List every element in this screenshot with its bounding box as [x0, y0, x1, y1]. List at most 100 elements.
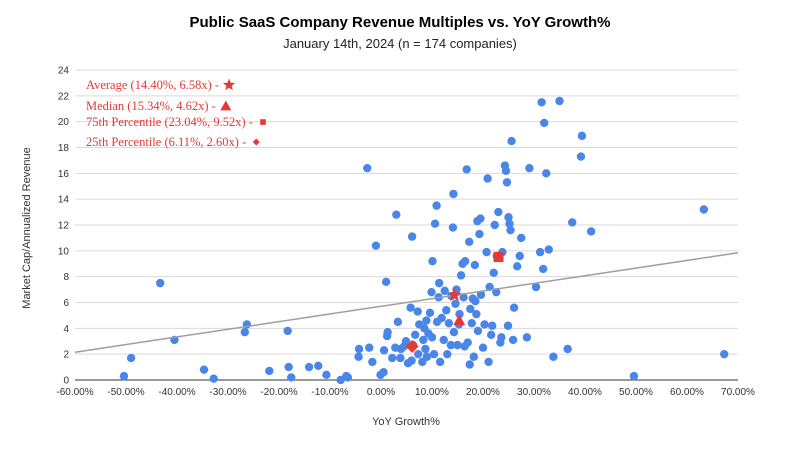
data-point	[462, 165, 471, 174]
y-tick-label: 20	[58, 117, 70, 128]
data-point	[407, 232, 417, 241]
data-point	[419, 335, 428, 345]
data-point	[392, 210, 401, 219]
annotations: Average (14.40%, 6.58x) - Median (15.34%,…	[86, 78, 266, 149]
data-point	[283, 326, 292, 336]
data-point	[471, 297, 480, 306]
data-point	[354, 352, 363, 361]
data-point	[472, 309, 481, 319]
data-point	[434, 278, 444, 288]
y-tick-label: 18	[58, 143, 70, 154]
x-tick-label: -40.00%	[158, 387, 195, 398]
data-point	[376, 370, 385, 380]
data-point	[537, 98, 546, 107]
data-point	[476, 290, 486, 299]
data-point	[440, 286, 449, 296]
data-point	[501, 166, 511, 175]
data-point	[475, 229, 484, 239]
data-point	[199, 365, 209, 374]
data-point	[478, 343, 488, 352]
data-point	[576, 152, 586, 161]
data-point	[437, 313, 446, 323]
data-point	[425, 308, 435, 318]
data-point	[460, 256, 470, 266]
x-tick-label: -30.00%	[209, 387, 246, 398]
data-point	[429, 349, 439, 359]
data-point	[371, 241, 381, 250]
data-point	[322, 370, 331, 380]
data-point	[502, 178, 512, 187]
data-point	[480, 320, 489, 329]
data-point	[343, 373, 353, 382]
y-tick-label: 24	[58, 66, 70, 77]
data-point	[354, 344, 364, 354]
data-point	[422, 316, 431, 325]
x-tick-label: -50.00%	[107, 387, 144, 398]
highlight-markers	[405, 252, 504, 353]
star-marker	[447, 287, 462, 302]
data-point	[549, 352, 558, 361]
data-point	[368, 357, 377, 367]
annotation-text: Average (14.40%, 6.58x) -	[86, 78, 219, 92]
star-icon	[222, 78, 236, 91]
y-tick-label: 8	[63, 272, 69, 283]
data-point	[535, 247, 545, 257]
y-tick-label: 22	[58, 91, 70, 102]
data-point	[287, 373, 296, 382]
data-point	[422, 352, 432, 361]
x-tick-label: 70.00%	[721, 387, 755, 398]
data-point	[465, 237, 474, 246]
data-point	[482, 247, 491, 257]
data-point	[577, 131, 587, 141]
data-point	[381, 277, 391, 287]
data-point	[507, 136, 516, 146]
data-point	[410, 330, 420, 339]
data-point	[393, 317, 403, 327]
chart-title: Public SaaS Company Revenue Multiples vs…	[190, 14, 611, 31]
x-tick-label: 50.00%	[619, 387, 653, 398]
data-point	[446, 340, 456, 350]
x-tick-label: -20.00%	[260, 387, 297, 398]
y-axis-label: Market Cap/Annualized Revenue	[21, 147, 33, 308]
data-point	[522, 333, 532, 342]
x-tick-label: 60.00%	[670, 387, 704, 398]
data-point	[476, 214, 485, 223]
data-point	[555, 96, 564, 106]
data-point	[459, 293, 468, 302]
data-point	[494, 207, 503, 217]
data-point	[427, 287, 436, 297]
y-tick-label: 16	[58, 169, 70, 180]
data-point	[421, 344, 430, 354]
data-point	[473, 326, 483, 336]
data-point	[455, 309, 464, 319]
data-point	[240, 328, 250, 337]
data-point	[414, 349, 423, 359]
data-point	[531, 282, 541, 292]
x-tick-label: 30.00%	[517, 387, 551, 398]
data-point	[413, 307, 422, 316]
data-point	[304, 362, 314, 372]
data-point	[126, 353, 136, 363]
data-point	[540, 118, 549, 128]
data-point	[538, 264, 548, 274]
data-point	[265, 366, 274, 376]
data-point	[379, 346, 389, 355]
data-point	[517, 233, 526, 243]
data-point	[406, 303, 415, 312]
chart-subtitle: January 14th, 2024 (n = 174 companies)	[283, 36, 517, 51]
y-tick-label: 4	[63, 324, 69, 335]
data-point	[430, 219, 440, 228]
triangle-icon	[220, 100, 232, 111]
data-point	[483, 174, 492, 183]
data-point	[453, 340, 462, 350]
data-point	[365, 343, 374, 352]
data-point	[487, 321, 497, 330]
data-point	[470, 260, 480, 270]
data-point	[504, 213, 513, 222]
annotation-text: 25th Percentile (6.11%, 2.60x) -	[86, 135, 246, 149]
data-point	[509, 303, 519, 312]
data-point	[542, 169, 551, 178]
data-point	[586, 227, 596, 236]
y-tick-label: 10	[58, 246, 70, 257]
